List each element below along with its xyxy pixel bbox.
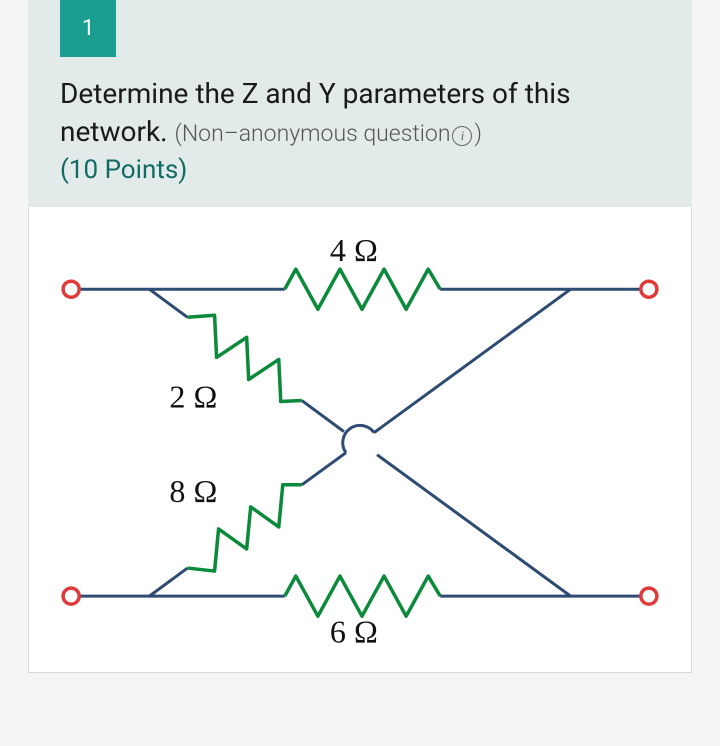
resistor-4ohm: [285, 269, 440, 309]
terminal-bot-right: [641, 588, 657, 604]
meta-prefix: (Non–anonymous question: [175, 120, 451, 147]
wire-diag-bl-c: [374, 289, 571, 432]
terminal-top-right: [641, 281, 657, 297]
question-card: 1 Determine the Z and Y parameters of th…: [28, 0, 692, 207]
terminal-top-left: [63, 281, 79, 297]
wire-hop: [343, 425, 374, 452]
question-number-text: 1: [82, 16, 94, 41]
wire-diag-tl-a: [149, 289, 187, 317]
question-prompt: Determine the Z and Y parameters of this…: [28, 57, 692, 151]
label-8ohm: 8 Ω: [169, 472, 217, 508]
question-prompt-meta: (Non–anonymous questioni): [175, 120, 482, 147]
terminal-bot-left: [63, 588, 79, 604]
circuit-svg: 4 Ω 6 Ω 2 Ω 8 Ω: [29, 217, 691, 668]
meta-suffix: ): [474, 120, 482, 147]
label-6ohm: 6 Ω: [330, 613, 378, 649]
label-2ohm: 2 Ω: [169, 378, 217, 414]
wire-diag-bl-a: [149, 568, 187, 596]
resistor-6ohm: [285, 576, 440, 616]
info-icon[interactable]: i: [452, 126, 472, 146]
wire-diag-tl-b: [302, 400, 571, 596]
label-4ohm: 4 Ω: [330, 232, 378, 268]
question-number-badge: 1: [60, 0, 116, 57]
wire-diag-bl-b: [302, 452, 346, 484]
circuit-diagram: 4 Ω 6 Ω 2 Ω 8 Ω: [28, 207, 692, 673]
question-points: (10 Points): [28, 151, 692, 185]
